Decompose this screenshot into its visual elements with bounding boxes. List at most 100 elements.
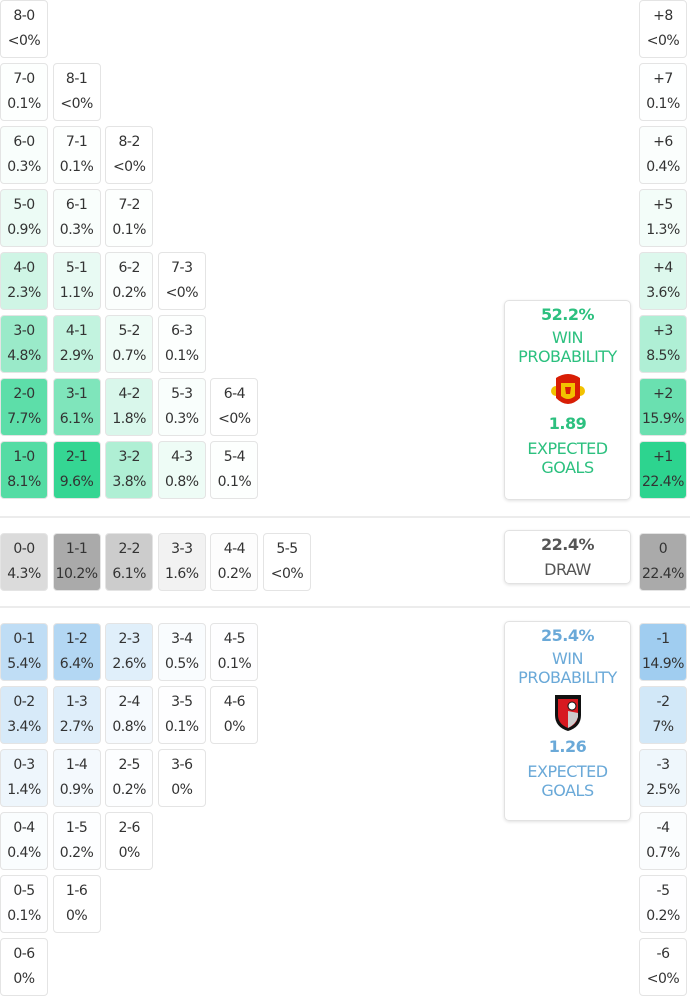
home-scoreline-cell[interactable]: 6-2 0.2% bbox=[105, 252, 154, 310]
home-margin-cell[interactable]: +3 8.5% bbox=[639, 315, 687, 373]
home-scoreline-cell[interactable]: 8-2 <0% bbox=[105, 126, 154, 184]
home-scoreline-cell[interactable]: 8-0 <0% bbox=[0, 0, 48, 58]
home-scoreline-cell[interactable]: 6-1 0.3% bbox=[52, 189, 101, 247]
draw-scoreline-cell[interactable]: 5-5 <0% bbox=[263, 533, 311, 591]
away-scoreline-cell[interactable]: 2-6 0% bbox=[105, 812, 154, 870]
home-scoreline-cell-score: 3-2 bbox=[118, 449, 141, 465]
home-margin-cell[interactable]: +6 0.4% bbox=[639, 126, 687, 184]
home-margin-cell[interactable]: +4 3.6% bbox=[639, 252, 687, 310]
away-margin-cell[interactable]: -4 0.7% bbox=[639, 812, 687, 870]
away-scoreline-cell-probability: 0.2% bbox=[112, 782, 146, 798]
away-margin-cell-probability: 2.5% bbox=[646, 782, 680, 798]
home-scoreline-cell[interactable]: 2-0 7.7% bbox=[0, 378, 48, 436]
away-scoreline-cell[interactable]: 4-5 0.1% bbox=[210, 623, 259, 681]
home-margin-cell-probability: 15.9% bbox=[642, 411, 684, 427]
away-margin-cell[interactable]: -5 0.2% bbox=[639, 875, 687, 933]
away-scoreline-cell[interactable]: 0-3 1.4% bbox=[0, 749, 48, 807]
away-scoreline-cell[interactable]: 3-5 0.1% bbox=[157, 686, 206, 744]
away-scoreline-cell[interactable]: 3-6 0% bbox=[157, 749, 206, 807]
home-scoreline-cell-probability: 0.3% bbox=[59, 222, 94, 238]
home-scoreline-cell-probability: <0% bbox=[7, 33, 41, 49]
draw-scoreline-cell[interactable]: 1-1 10.2% bbox=[52, 533, 101, 591]
draw-scoreline-cell[interactable]: 2-2 6.1% bbox=[105, 533, 154, 591]
away-scoreline-cell[interactable]: 3-4 0.5% bbox=[157, 623, 206, 681]
away-scoreline-cell[interactable]: 4-6 0% bbox=[210, 686, 259, 744]
away-scoreline-cell[interactable]: 2-3 2.6% bbox=[105, 623, 154, 681]
home-scoreline-cell[interactable]: 3-2 3.8% bbox=[105, 441, 154, 499]
home-scoreline-cell[interactable]: 5-2 0.7% bbox=[105, 315, 154, 373]
home-scoreline-cell[interactable]: 5-1 1.1% bbox=[52, 252, 101, 310]
home-scoreline-cell[interactable]: 6-4 <0% bbox=[210, 378, 259, 436]
home-margin-cell[interactable]: +7 0.1% bbox=[639, 63, 687, 121]
home-scoreline-cell-score: 6-3 bbox=[171, 323, 193, 339]
away-scoreline-cell-probability: 0% bbox=[65, 908, 88, 924]
home-scoreline-cell[interactable]: 4-0 2.3% bbox=[0, 252, 48, 310]
home-margin-cell-score: +2 bbox=[653, 386, 673, 402]
home-scoreline-cell[interactable]: 4-1 2.9% bbox=[52, 315, 101, 373]
away-margin-cell[interactable]: -6 <0% bbox=[639, 938, 687, 996]
draw-scoreline-cell-score: 2-2 bbox=[118, 541, 141, 557]
home-scoreline-cell[interactable]: 4-3 0.8% bbox=[157, 441, 206, 499]
draw-scoreline-cell[interactable]: 0-0 4.3% bbox=[0, 533, 48, 591]
draw-margin-cell[interactable]: 0 22.4% bbox=[639, 533, 687, 591]
draw-scoreline-cell-probability: 1.6% bbox=[165, 566, 199, 582]
home-margin-cell-score: +4 bbox=[653, 260, 673, 276]
away-scoreline-cell[interactable]: 2-5 0.2% bbox=[105, 749, 154, 807]
draw-scoreline-cell[interactable]: 3-3 1.6% bbox=[157, 533, 206, 591]
home-scoreline-cell[interactable]: 6-0 0.3% bbox=[0, 126, 48, 184]
home-scoreline-cell[interactable]: 8-1 <0% bbox=[52, 63, 101, 121]
away-margin-cell[interactable]: -1 14.9% bbox=[639, 623, 687, 681]
away-scoreline-cell-score: 1-2 bbox=[65, 631, 88, 647]
home-margin-cell-score: +5 bbox=[653, 197, 673, 213]
home-scoreline-cell[interactable]: 5-3 0.3% bbox=[157, 378, 206, 436]
away-scoreline-cell[interactable]: 0-4 0.4% bbox=[0, 812, 48, 870]
away-scoreline-cell[interactable]: 1-3 2.7% bbox=[52, 686, 101, 744]
away-scoreline-cell[interactable]: 0-1 5.4% bbox=[0, 623, 48, 681]
home-scoreline-cell[interactable]: 2-1 9.6% bbox=[52, 441, 101, 499]
away-scoreline-cell[interactable]: 0-2 3.4% bbox=[0, 686, 48, 744]
home-margin-cell-score: +6 bbox=[653, 134, 673, 150]
home-xg-label: EXPECTED bbox=[527, 439, 608, 458]
home-margin-cell[interactable]: +8 <0% bbox=[639, 0, 687, 58]
away-scoreline-cell-score: 3-5 bbox=[171, 694, 193, 710]
away-scoreline-cell-score: 0-2 bbox=[13, 694, 35, 710]
away-scoreline-cell[interactable]: 2-4 0.8% bbox=[105, 686, 154, 744]
away-scoreline-cell[interactable]: 1-6 0% bbox=[52, 875, 101, 933]
away-win-probability: 25.4% bbox=[540, 626, 595, 645]
away-scoreline-cell-probability: 0.8% bbox=[112, 719, 146, 735]
draw-label: DRAW bbox=[544, 560, 591, 579]
home-scoreline-cell[interactable]: 7-1 0.1% bbox=[52, 126, 101, 184]
home-margin-cell[interactable]: +2 15.9% bbox=[639, 378, 687, 436]
home-scoreline-cell[interactable]: 4-2 1.8% bbox=[105, 378, 154, 436]
home-scoreline-cell[interactable]: 6-3 0.1% bbox=[157, 315, 206, 373]
away-scoreline-cell[interactable]: 1-4 0.9% bbox=[52, 749, 101, 807]
home-scoreline-cell-score: 3-0 bbox=[13, 323, 35, 339]
away-scoreline-cell-probability: 6.4% bbox=[59, 656, 94, 672]
away-scoreline-cell-probability: 0.1% bbox=[217, 656, 252, 672]
away-margin-cell[interactable]: -2 7% bbox=[639, 686, 687, 744]
home-scoreline-cell[interactable]: 7-0 0.1% bbox=[0, 63, 48, 121]
home-scoreline-cell[interactable]: 5-0 0.9% bbox=[0, 189, 48, 247]
away-scoreline-cell[interactable]: 0-5 0.1% bbox=[0, 875, 48, 933]
away-scoreline-cell[interactable]: 1-5 0.2% bbox=[52, 812, 101, 870]
home-scoreline-cell-score: 6-2 bbox=[118, 260, 141, 276]
away-scoreline-cell[interactable]: 1-2 6.4% bbox=[52, 623, 101, 681]
home-margin-cell[interactable]: +5 1.3% bbox=[639, 189, 687, 247]
away-scoreline-cell-probability: 3.4% bbox=[7, 719, 41, 735]
home-scoreline-cell[interactable]: 7-2 0.1% bbox=[105, 189, 154, 247]
home-scoreline-cell-probability: 2.9% bbox=[59, 348, 94, 364]
home-scoreline-cell[interactable]: 3-0 4.8% bbox=[0, 315, 48, 373]
home-scoreline-cell[interactable]: 3-1 6.1% bbox=[52, 378, 101, 436]
home-scoreline-cell-probability: 0.1% bbox=[165, 348, 199, 364]
home-scoreline-cell[interactable]: 5-4 0.1% bbox=[210, 441, 259, 499]
home-margin-cell[interactable]: +1 22.4% bbox=[639, 441, 687, 499]
draw-margin-cell-score: 0 bbox=[658, 541, 668, 557]
home-margin-cell-score: +8 bbox=[653, 8, 673, 24]
draw-scoreline-cell[interactable]: 4-4 0.2% bbox=[210, 533, 259, 591]
home-scoreline-cell[interactable]: 7-3 <0% bbox=[157, 252, 206, 310]
away-scoreline-cell[interactable]: 0-6 0% bbox=[0, 938, 48, 996]
home-scoreline-cell[interactable]: 1-0 8.1% bbox=[0, 441, 48, 499]
draw-scoreline-cell-score: 3-3 bbox=[171, 541, 193, 557]
draw-scoreline-cell-score: 4-4 bbox=[223, 541, 246, 557]
away-margin-cell[interactable]: -3 2.5% bbox=[639, 749, 687, 807]
